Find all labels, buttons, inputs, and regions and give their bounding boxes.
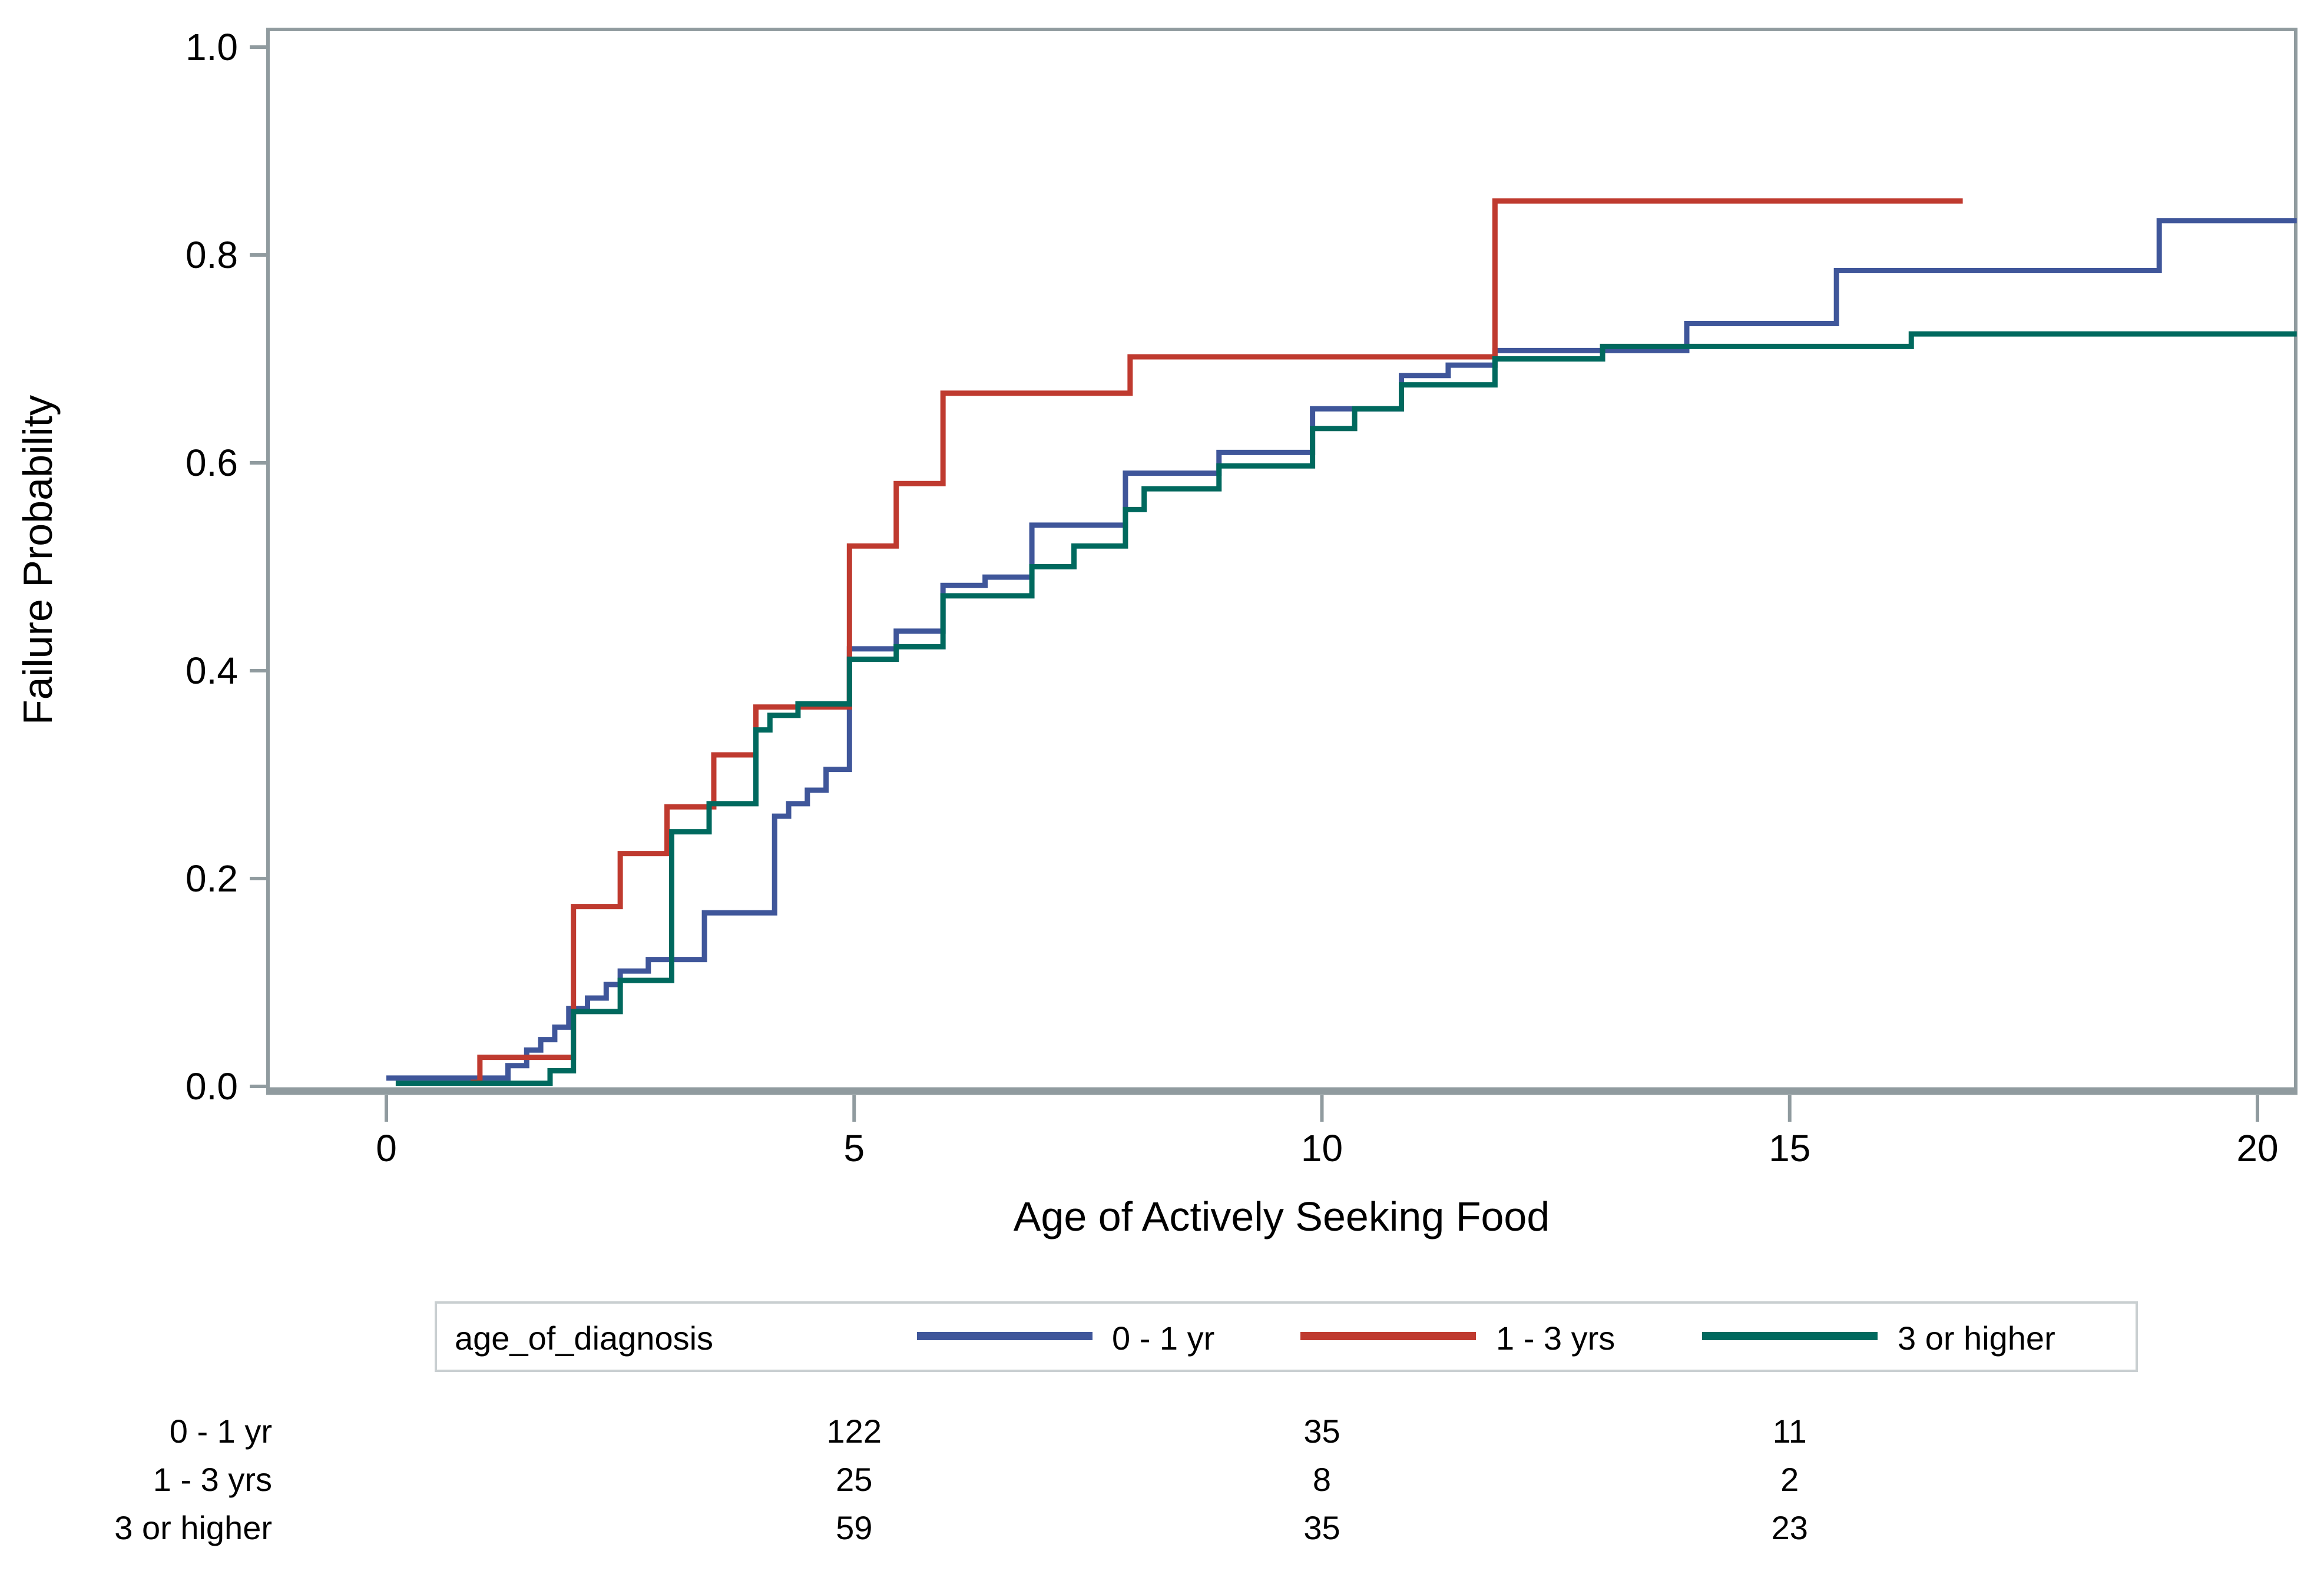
y-tick-label: 1.0 (186, 26, 238, 68)
y-axis: 0.0 0.2 0.4 0.6 0.8 1.0 (186, 26, 266, 1108)
at-risk-row-label: 3 or higher (114, 1509, 272, 1546)
plot-area (266, 28, 2297, 1095)
legend-title: age_of_diagnosis (455, 1320, 713, 1357)
series-line-0-1-yr (386, 218, 2297, 1081)
at-risk-count: 8 (1313, 1461, 1331, 1498)
series-curves (386, 198, 2297, 1086)
y-tick-label: 0.4 (186, 649, 238, 692)
at-risk-count: 35 (1303, 1509, 1340, 1546)
x-tick-label: 20 (2236, 1127, 2278, 1169)
x-tick-label: 10 (1301, 1127, 1343, 1169)
x-axis: 0 5 10 15 20 (376, 1095, 2279, 1169)
y-axis-title: Failure Probability (15, 395, 61, 725)
at-risk-row-label: 0 - 1 yr (170, 1413, 272, 1450)
at-risk-count: 25 (836, 1461, 872, 1498)
at-risk-table: 0 - 1 yr 122 35 11 1 - 3 yrs 25 8 2 3 or higher 5… (114, 1413, 1808, 1546)
at-risk-count: 122 (827, 1413, 882, 1450)
y-tick-label: 0.2 (186, 857, 238, 900)
x-tick-label: 0 (376, 1127, 397, 1169)
at-risk-row-label: 1 - 3 yrs (153, 1461, 272, 1498)
y-tick-label: 0.0 (186, 1065, 238, 1108)
at-risk-count: 2 (1780, 1461, 1799, 1498)
x-tick-label: 15 (1769, 1127, 1810, 1169)
legend-entry-label: 3 or higher (1898, 1320, 2055, 1357)
at-risk-count: 11 (1773, 1413, 1807, 1450)
legend: age_of_diagnosis 0 - 1 yr 1 - 3 yrs 3 or h… (435, 1301, 2138, 1372)
series-line-3-or-higher (395, 331, 2297, 1086)
at-risk-count: 59 (836, 1509, 872, 1546)
legend-entry-label: 0 - 1 yr (1112, 1320, 1214, 1357)
at-risk-count: 23 (1772, 1509, 1808, 1546)
series-line-1-3-yrs (470, 198, 1963, 1085)
legend-entry-label: 1 - 3 yrs (1496, 1320, 1615, 1357)
y-tick-label: 0.6 (186, 442, 238, 484)
x-axis-title: Age of Actively Seeking Food (1014, 1194, 1550, 1239)
x-tick-label: 5 (843, 1127, 865, 1169)
y-tick-label: 0.8 (186, 234, 238, 276)
at-risk-count: 35 (1303, 1413, 1340, 1450)
